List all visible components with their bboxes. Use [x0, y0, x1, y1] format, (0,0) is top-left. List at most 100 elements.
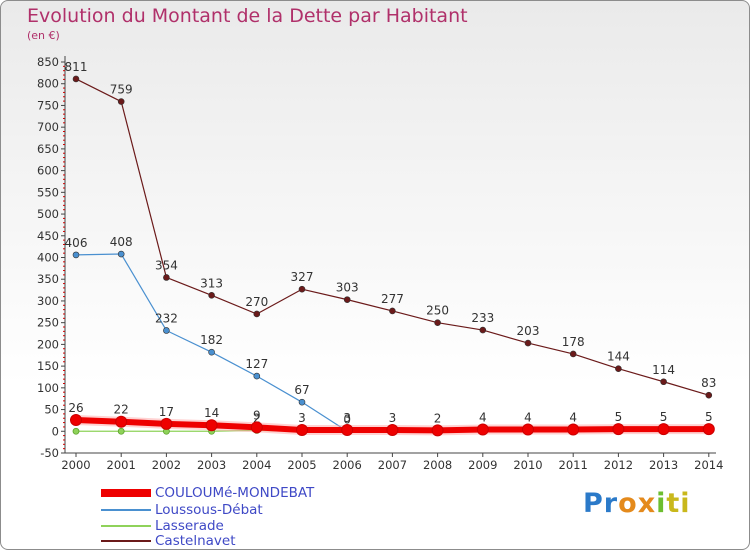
data-point: [615, 365, 622, 373]
data-label: 17: [159, 405, 174, 419]
data-label: 5: [615, 410, 623, 424]
data-point: [72, 75, 80, 83]
data-label: 67: [294, 383, 309, 397]
data-point: [296, 423, 308, 436]
data-label: 406: [65, 236, 88, 250]
data-point: [163, 274, 170, 281]
data-label: 233: [471, 311, 494, 325]
data-label: 354: [155, 258, 178, 272]
data-point: [612, 423, 625, 436]
data-label: 3: [343, 411, 351, 425]
y-tick-label: 550: [37, 185, 59, 199]
x-tick-label: 2008: [423, 458, 452, 472]
legend-label: Loussous-Débat: [155, 502, 263, 518]
legend-item-couloume: COULOUMé-MONDEBAT: [101, 485, 314, 501]
y-tick-label: 450: [37, 229, 59, 243]
y-tick-label: 350: [37, 272, 59, 286]
data-point: [117, 427, 125, 435]
y-tick-label: 650: [37, 142, 59, 156]
data-point: [253, 310, 261, 318]
data-label: 250: [426, 304, 449, 318]
data-point: [389, 307, 396, 315]
data-label: 2: [434, 411, 442, 425]
data-label: 203: [517, 324, 540, 338]
x-tick-label: 2002: [152, 458, 181, 472]
series-1: 406 408 232 182 127 67 0: [65, 235, 351, 435]
data-label: 313: [200, 276, 223, 290]
data-label: 2: [253, 411, 261, 425]
y-tick-label: 50: [44, 403, 59, 417]
data-label: 5: [705, 410, 713, 424]
x-tick-label: 2005: [287, 458, 316, 472]
x-tick-label: 2006: [333, 458, 362, 472]
y-tick-label: 200: [37, 337, 59, 351]
data-point: [115, 415, 128, 428]
data-point: [386, 423, 399, 436]
legend-label: Castelnavet: [155, 533, 236, 549]
y-tick-label: 500: [37, 207, 59, 221]
data-label: 277: [381, 292, 404, 306]
legend-label: COULOUMé-MONDEBAT: [155, 485, 315, 501]
proxiti-logo: Proxiti: [583, 488, 691, 519]
data-label: 178: [562, 335, 585, 349]
series-0: 26 22 17 14 9 3 3 3 2 4 4 4 5 5 5: [68, 401, 715, 437]
legend-swatch: [101, 489, 151, 497]
x-tick-label: 2013: [649, 458, 678, 472]
data-point: [117, 250, 125, 258]
x-tick-label: 2012: [604, 458, 633, 472]
data-point: [524, 339, 532, 347]
data-label: 0: [343, 412, 351, 426]
data-point: [253, 372, 261, 380]
legend-item-loussous: Loussous-Débat: [101, 502, 263, 518]
data-label: 5: [660, 410, 668, 424]
y-tick-label: 400: [37, 251, 59, 265]
data-label: 9: [253, 408, 261, 422]
data-point: [70, 413, 82, 426]
y-tick-label: 0: [52, 424, 59, 438]
y-tick-label: -50: [40, 446, 59, 460]
x-tick-label: 2004: [242, 458, 271, 472]
legend-label: Lasserade: [155, 518, 224, 534]
data-label: 408: [110, 235, 133, 249]
data-label: 4: [524, 411, 532, 425]
legend-swatch: [101, 509, 151, 511]
data-point: [522, 423, 534, 436]
data-point: [160, 417, 173, 430]
data-label: 127: [245, 357, 268, 371]
data-point: [567, 423, 580, 436]
data-point: [163, 327, 170, 334]
y-tick-label: 850: [37, 55, 59, 69]
data-point: [434, 319, 441, 326]
y-tick-label: 100: [37, 381, 59, 395]
x-tick-label: 2014: [694, 458, 723, 472]
x-tick-label: 2001: [107, 458, 136, 472]
data-point: [431, 424, 444, 437]
series-line: [75, 78, 709, 396]
data-point: [702, 423, 715, 436]
data-label: 3: [389, 411, 397, 425]
data-label: 327: [291, 270, 314, 284]
x-tick-label: 2003: [197, 458, 226, 472]
x-tick-label: 2009: [468, 458, 497, 472]
x-tick-label: 2000: [61, 458, 90, 472]
y-tick-label: 600: [37, 164, 59, 178]
data-label: 3: [298, 411, 306, 425]
data-label: 4: [569, 411, 577, 425]
data-point: [705, 391, 713, 399]
legend-swatch: [101, 525, 151, 527]
data-point: [657, 423, 670, 436]
data-point: [476, 423, 489, 436]
x-tick-label: 2010: [513, 458, 542, 472]
data-point: [72, 251, 80, 259]
data-point: [479, 326, 487, 334]
y-tick-label: 150: [37, 359, 59, 373]
y-tick-label: 750: [37, 98, 59, 112]
chart-title: Evolution du Montant de la Dette par Hab…: [27, 5, 468, 27]
data-point: [660, 378, 667, 386]
data-point: [117, 98, 125, 105]
data-point: [569, 350, 577, 358]
data-label: 811: [65, 60, 88, 74]
data-label: 26: [68, 401, 83, 415]
data-label: 14: [204, 406, 219, 420]
data-label: 144: [607, 350, 630, 364]
